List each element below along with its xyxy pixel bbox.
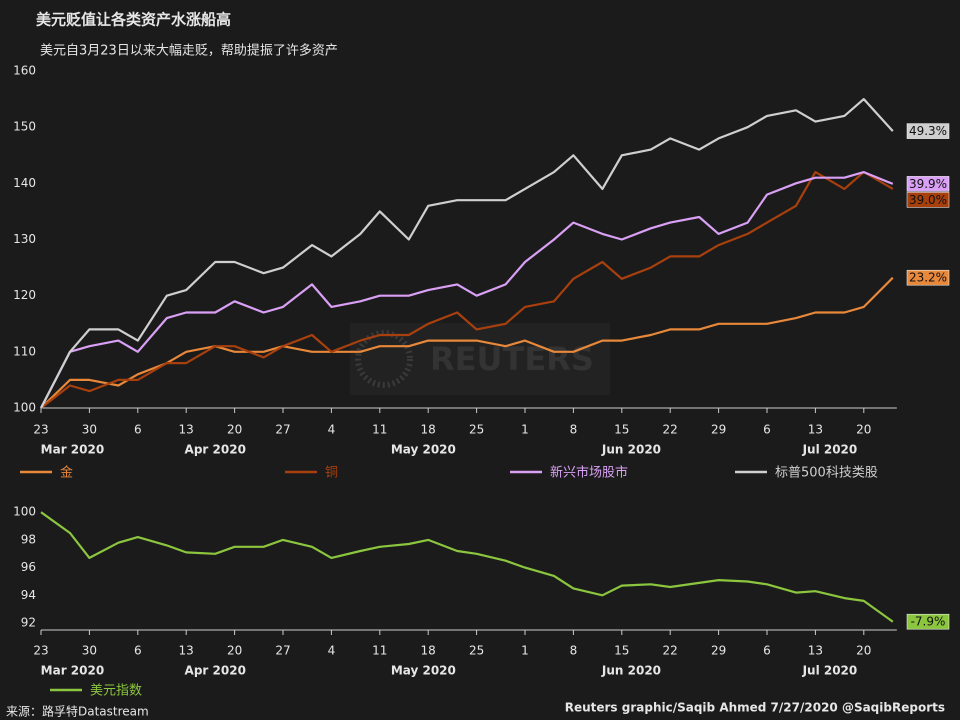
x-tick-label: 30 <box>82 644 97 658</box>
end-label-box <box>906 176 950 192</box>
y-tick-label: 110 <box>13 344 36 358</box>
month-label: Mar 2020 <box>41 443 105 457</box>
series-line <box>40 511 894 623</box>
y-tick-label: 98 <box>21 532 36 546</box>
y-tick-label: 100 <box>13 505 36 519</box>
x-tick-label: 15 <box>614 644 629 658</box>
x-tick-label: 23 <box>33 644 48 658</box>
end-label: 49.3% <box>909 124 947 138</box>
x-tick-label: 4 <box>328 644 336 658</box>
y-tick-label: 160 <box>13 64 36 78</box>
y-tick-label: 130 <box>13 232 36 246</box>
x-tick-label: 6 <box>134 644 142 658</box>
x-tick-label: 13 <box>179 423 194 437</box>
y-tick-label: 96 <box>21 560 36 574</box>
month-label: May 2020 <box>391 443 456 457</box>
legend-label: 新兴市场股市 <box>550 465 628 481</box>
x-tick-label: 18 <box>421 423 436 437</box>
y-tick-label: 120 <box>13 288 36 302</box>
x-tick-label: 20 <box>856 423 871 437</box>
month-label: Jul 2020 <box>802 443 858 457</box>
chart-title: 美元贬值让各类资产水涨船高 <box>36 11 231 29</box>
series-line <box>40 171 894 409</box>
month-label: Jun 2020 <box>601 664 661 678</box>
x-tick-label: 13 <box>179 644 194 658</box>
series-line <box>40 171 894 409</box>
x-tick-label: 15 <box>614 423 629 437</box>
y-tick-label: 94 <box>21 588 36 602</box>
end-label-box <box>906 269 950 286</box>
month-label: May 2020 <box>391 664 456 678</box>
x-tick-label: 20 <box>227 423 242 437</box>
end-label: 39.9% <box>909 177 947 191</box>
month-label: Jul 2020 <box>802 664 858 678</box>
chart-subtitle: 美元自3月23日以来大幅走贬，帮助提振了许多资产 <box>40 43 338 59</box>
x-tick-label: 13 <box>808 423 823 437</box>
x-tick-label: 20 <box>227 644 242 658</box>
x-tick-label: 22 <box>663 644 678 658</box>
legend-label: 铜 <box>325 466 338 481</box>
month-label: Mar 2020 <box>41 664 105 678</box>
end-label-box <box>906 123 950 139</box>
credit: Reuters graphic/Saqib Ahmed 7/27/2020 @S… <box>565 701 945 715</box>
month-label: Apr 2020 <box>185 664 246 678</box>
x-tick-label: 1 <box>521 423 529 437</box>
x-tick-label: 27 <box>275 423 290 437</box>
y-tick-label: 140 <box>13 176 36 190</box>
end-label: 23.2% <box>909 271 947 285</box>
x-tick-label: 25 <box>469 423 484 437</box>
x-tick-label: 6 <box>763 644 771 658</box>
x-tick-label: 11 <box>372 423 387 437</box>
source: 来源：路孚特Datastream <box>6 704 149 719</box>
series-line <box>40 276 894 409</box>
x-tick-label: 11 <box>372 644 387 658</box>
y-tick-label: 100 <box>13 401 36 415</box>
series-line <box>40 97 894 409</box>
x-tick-label: 29 <box>711 423 726 437</box>
legend-label: 金 <box>60 465 73 481</box>
watermark: REUTERS <box>430 340 594 378</box>
legend-label: 美元指数 <box>90 684 142 699</box>
end-label: 39.0% <box>909 193 947 207</box>
x-tick-label: 8 <box>570 423 578 437</box>
end-label: -7.9% <box>911 615 946 629</box>
month-label: Apr 2020 <box>185 443 246 457</box>
x-tick-label: 8 <box>570 644 578 658</box>
x-tick-label: 20 <box>856 644 871 658</box>
x-tick-label: 6 <box>134 423 142 437</box>
x-tick-label: 22 <box>663 423 678 437</box>
legend-label: 标普500科技类股 <box>775 466 878 481</box>
end-label-box <box>906 613 950 630</box>
x-tick-label: 23 <box>33 423 48 437</box>
y-tick-label: 92 <box>21 616 36 630</box>
x-tick-label: 18 <box>421 644 436 658</box>
x-tick-label: 27 <box>275 644 290 658</box>
month-label: Jun 2020 <box>601 443 661 457</box>
x-tick-label: 4 <box>328 423 336 437</box>
x-tick-label: 25 <box>469 644 484 658</box>
x-tick-label: 30 <box>82 423 97 437</box>
x-tick-label: 13 <box>808 644 823 658</box>
x-tick-label: 6 <box>763 423 771 437</box>
x-tick-label: 29 <box>711 644 726 658</box>
y-tick-label: 150 <box>13 120 36 134</box>
watermark-logo <box>355 330 413 388</box>
end-label-box <box>906 192 950 208</box>
x-tick-label: 1 <box>521 644 529 658</box>
